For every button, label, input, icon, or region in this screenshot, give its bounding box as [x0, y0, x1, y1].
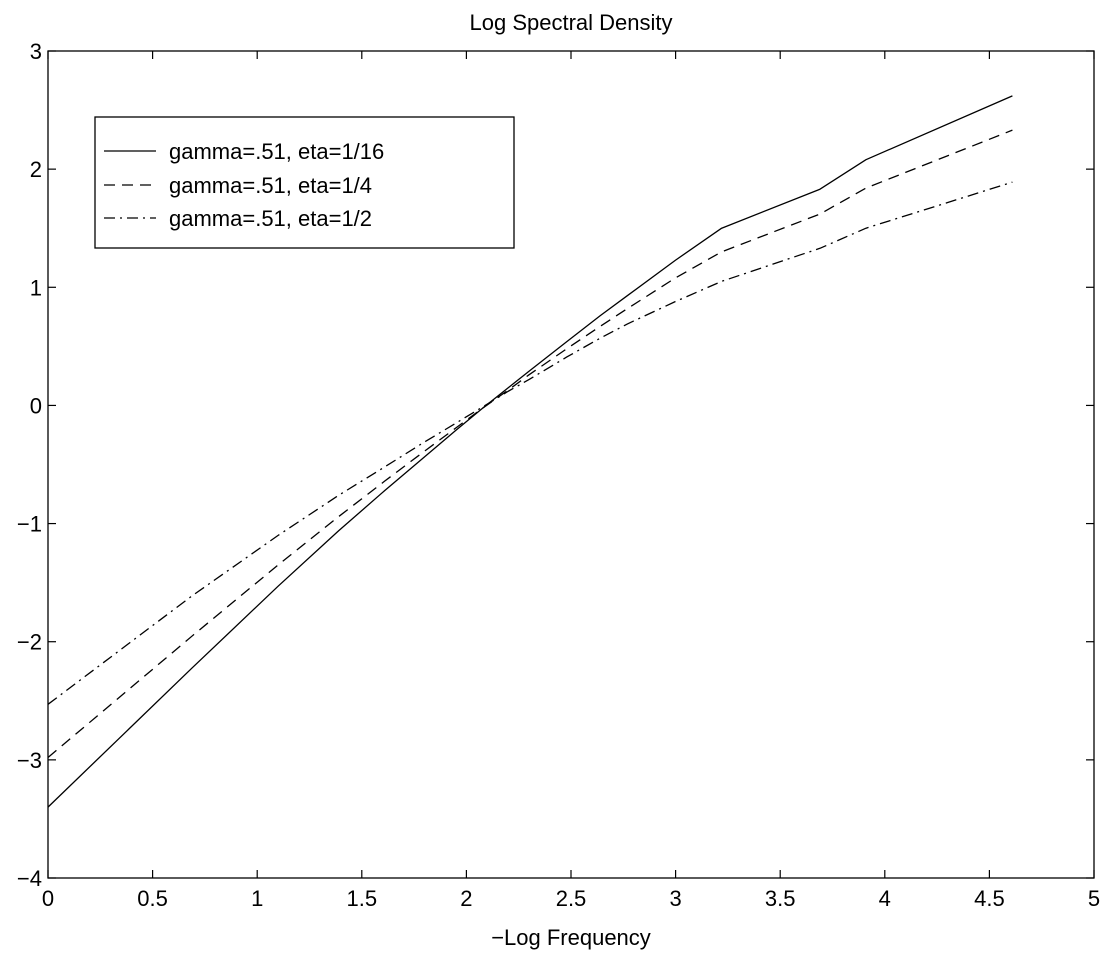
series-line-1 — [47, 95, 1013, 808]
legend-label-series-2: gamma=.51, eta=1/4 — [169, 173, 372, 198]
x-tick-label: 2 — [460, 886, 472, 911]
y-tick-label: 3 — [30, 39, 42, 64]
y-tick-label: 0 — [30, 393, 42, 418]
x-tick-label: 3.5 — [765, 886, 796, 911]
series-line-2 — [47, 129, 1013, 758]
x-tick-label: 5 — [1088, 886, 1100, 911]
y-tick-label: 1 — [30, 275, 42, 300]
x-tick-label: 0 — [42, 886, 54, 911]
x-tick-label: 3 — [669, 886, 681, 911]
legend-box — [94, 116, 515, 249]
y-tick-label: −4 — [17, 866, 42, 891]
y-tick-label: 2 — [30, 157, 42, 182]
y-tick-label: −2 — [17, 630, 42, 655]
x-tick-label: 1.5 — [347, 886, 378, 911]
x-tick-label: 4 — [879, 886, 891, 911]
legend: gamma=.51, eta=1/16 gamma=.51, eta=1/4 g… — [94, 116, 515, 249]
legend-label-series-3: gamma=.51, eta=1/2 — [169, 206, 372, 231]
x-tick-label: 2.5 — [556, 886, 587, 911]
x-tick-label: 1 — [251, 886, 263, 911]
series-line-3 — [47, 181, 1013, 705]
chart-title: Log Spectral Density — [470, 10, 673, 35]
x-tick-label: 4.5 — [974, 886, 1005, 911]
series-layer — [47, 95, 1013, 808]
ticks-layer: 0 0.5 1 1.5 2 2.5 3 3.5 4 4.5 5 −4 −3 −2 −1 0 1 2 3 — [17, 39, 1100, 911]
y-tick-label: −3 — [17, 748, 42, 773]
y-tick-label: −1 — [17, 512, 42, 537]
x-tick-label: 0.5 — [137, 886, 168, 911]
x-axis-label: −Log Frequency — [491, 925, 651, 950]
legend-label-series-1: gamma=.51, eta=1/16 — [169, 139, 384, 164]
